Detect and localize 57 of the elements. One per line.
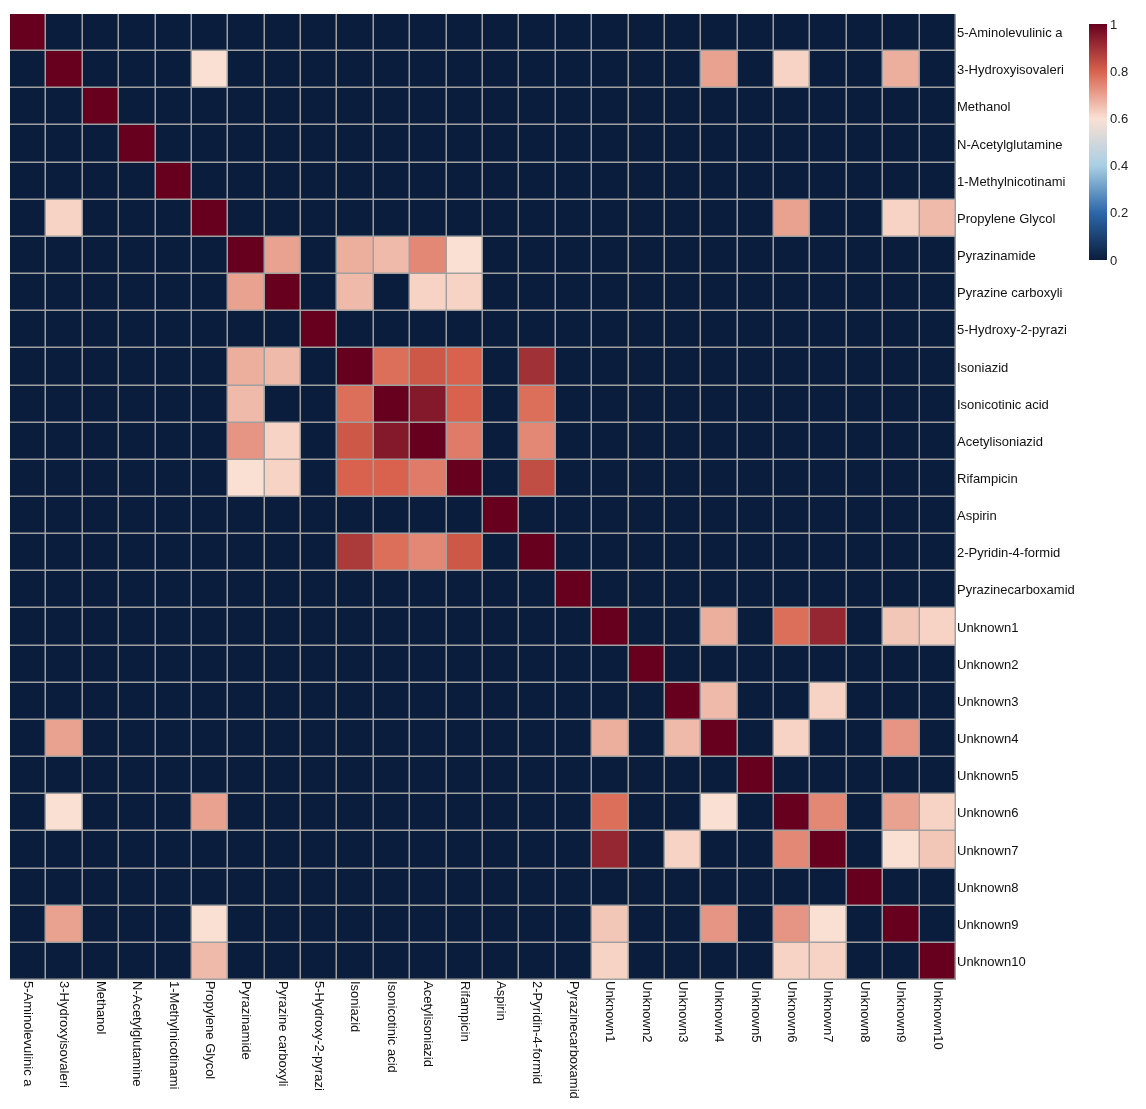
x-tick-label: Aspirin: [493, 981, 509, 1021]
x-tick-label: Unknown8: [857, 981, 873, 1043]
x-tick-label: 1-Methylnicotinami: [166, 981, 182, 1090]
y-tick-label: 5-Aminolevulinic a: [957, 25, 1064, 41]
y-tick-label: Unknown5: [957, 768, 1019, 784]
y-tick-label: Unknown7: [957, 842, 1019, 858]
y-tick-label: Pyrazinecarboxamid: [957, 582, 1075, 598]
y-tick-label: Isoniazid: [957, 359, 1009, 375]
y-tick-label: Unknown10: [957, 953, 1026, 969]
x-tick-label: Pyrazinamide: [239, 981, 255, 1060]
y-tick-label: Pyrazinamide: [957, 248, 1036, 264]
x-tick-label: 5-Aminolevulinic a: [20, 981, 36, 1088]
y-tick-label: 1-Methylnicotinami: [957, 173, 1066, 189]
x-tick-label: Unknown6: [785, 981, 801, 1043]
y-tick-label: Unknown9: [957, 916, 1019, 932]
y-tick-label: Unknown4: [957, 731, 1019, 747]
x-tick-label: Unknown5: [748, 981, 764, 1043]
x-tick-label: Unknown7: [821, 981, 837, 1043]
y-tick-label: 2-Pyridin-4-formid: [957, 545, 1061, 561]
x-tick-label: Pyrazinecarboxamid: [566, 981, 582, 1099]
y-tick-label: Pyrazine carboxyli: [957, 285, 1063, 301]
x-tick-label: Unknown4: [712, 981, 728, 1043]
x-tick-label: 3-Hydroxyisovaleri: [57, 981, 73, 1089]
x-tick-label: 2-Pyridin-4-formid: [530, 981, 546, 1085]
y-tick-label: Unknown6: [957, 805, 1019, 821]
x-tick-label: Unknown2: [639, 981, 655, 1043]
x-tick-label: N-Acetylglutamine: [130, 981, 146, 1087]
x-tick-label: Propylene Glycol: [202, 981, 218, 1080]
y-tick-label: 3-Hydroxyisovaleri: [957, 62, 1065, 78]
color-bar-label: 0.2: [1110, 205, 1129, 221]
x-tick-label: Methanol: [93, 981, 109, 1035]
x-tick-label: 5-Hydroxy-2-pyrazi: [312, 981, 328, 1091]
x-tick-label: Unknown1: [603, 981, 619, 1043]
x-tick-label: Unknown3: [675, 981, 691, 1043]
x-tick-label: Rifampicin: [457, 981, 473, 1042]
y-tick-label: Isonicotinic acid: [957, 396, 1049, 412]
y-tick-label: Unknown1: [957, 619, 1019, 635]
color-bar-label: 0.8: [1110, 63, 1129, 79]
y-tick-label: Rifampicin: [957, 470, 1018, 486]
x-tick-label: Unknown9: [894, 981, 910, 1043]
y-tick-label: Methanol: [957, 99, 1011, 115]
x-tick-label: Isonicotinic acid: [384, 981, 400, 1073]
y-tick-label: Aspirin: [957, 508, 997, 524]
color-bar-label: 0: [1110, 252, 1118, 268]
y-tick-label: Unknown2: [957, 656, 1019, 672]
x-tick-label: Isoniazid: [348, 981, 364, 1033]
color-bar-label: 0.6: [1110, 110, 1129, 126]
y-tick-label: Unknown3: [957, 693, 1019, 709]
color-bar-label: 1: [1110, 16, 1118, 32]
y-tick-label: Acetylisoniazid: [957, 433, 1043, 449]
y-tick-label: 5-Hydroxy-2-pyrazi: [957, 322, 1067, 338]
color-bar-label: 0.4: [1110, 158, 1129, 174]
x-tick-label: Pyrazine carboxyli: [275, 981, 291, 1087]
y-tick-label: N-Acetylglutamine: [957, 136, 1063, 152]
x-tick-label: Acetylisoniazid: [421, 981, 437, 1067]
y-tick-label: Propylene Glycol: [957, 210, 1056, 226]
y-tick-label: Unknown8: [957, 879, 1019, 895]
